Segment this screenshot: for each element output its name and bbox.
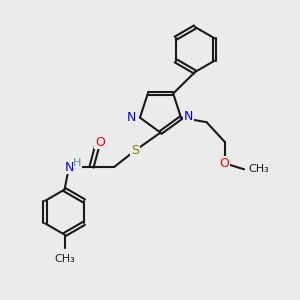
Text: N: N xyxy=(64,160,74,174)
Text: H: H xyxy=(73,158,82,168)
Text: N: N xyxy=(184,110,194,123)
Text: CH₃: CH₃ xyxy=(54,254,75,263)
Text: O: O xyxy=(95,136,105,149)
Text: N: N xyxy=(127,111,136,124)
Text: S: S xyxy=(131,144,139,157)
Text: CH₃: CH₃ xyxy=(248,164,269,174)
Text: O: O xyxy=(220,157,230,170)
